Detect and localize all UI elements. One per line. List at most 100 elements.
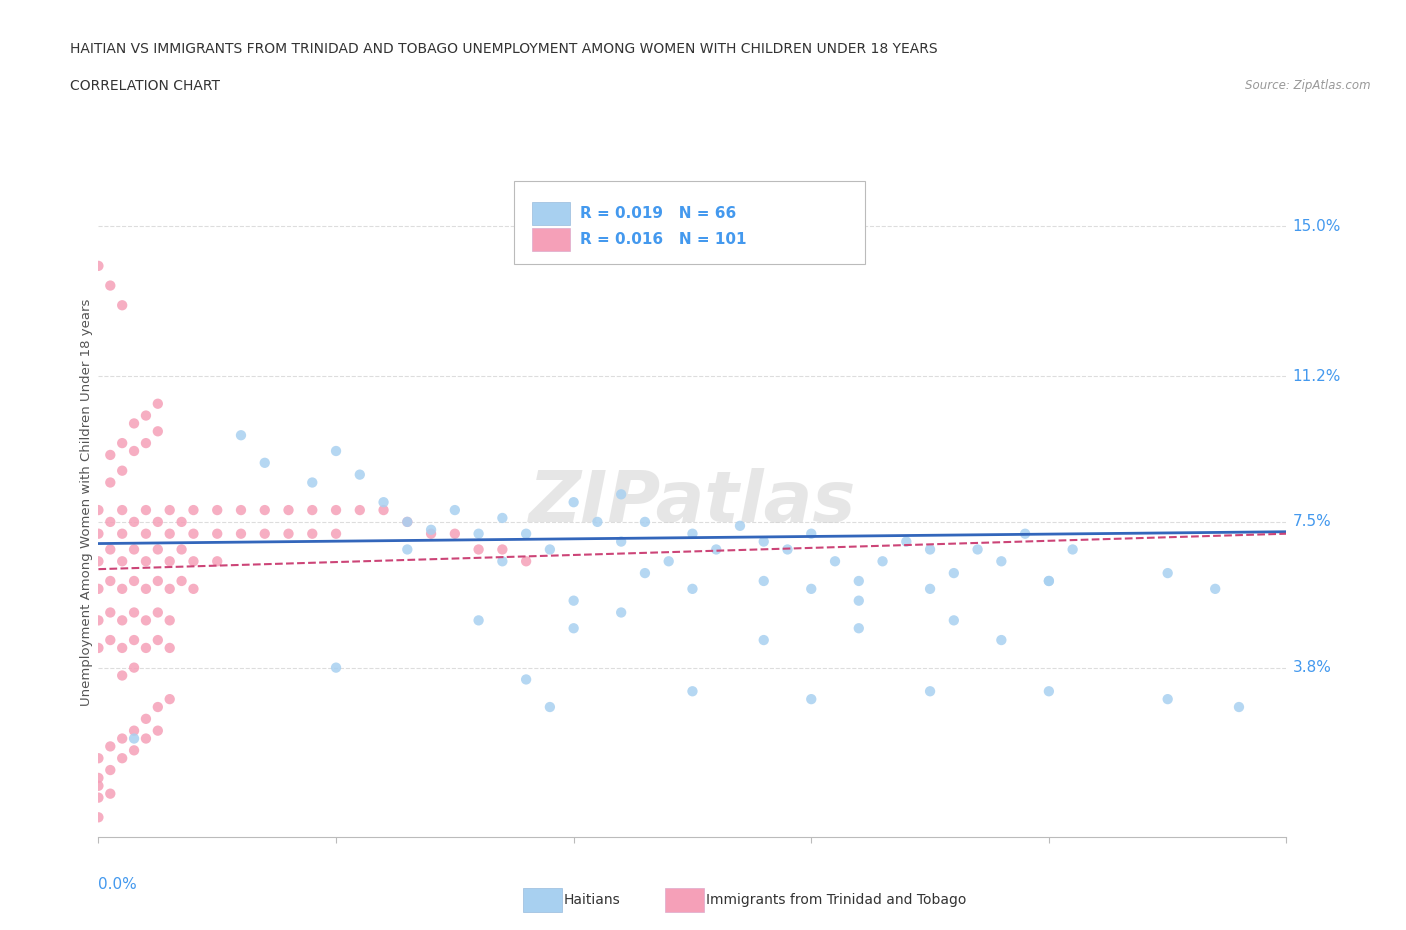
- Point: [681, 581, 703, 596]
- Point: [420, 526, 443, 541]
- Text: 7.5%: 7.5%: [1292, 514, 1331, 529]
- Point: [98, 475, 121, 490]
- Point: [122, 724, 145, 738]
- Point: [277, 526, 299, 541]
- Text: R = 0.019   N = 66: R = 0.019 N = 66: [579, 206, 735, 221]
- Point: [325, 502, 347, 517]
- Point: [111, 641, 134, 656]
- Text: Immigrants from Trinidad and Tobago: Immigrants from Trinidad and Tobago: [706, 893, 966, 908]
- Point: [135, 641, 157, 656]
- Text: 11.2%: 11.2%: [1292, 368, 1341, 384]
- Point: [111, 298, 134, 312]
- Point: [87, 790, 110, 805]
- Point: [98, 632, 121, 647]
- Point: [183, 581, 205, 596]
- Point: [87, 751, 110, 765]
- Point: [135, 502, 157, 517]
- Point: [872, 554, 894, 569]
- Point: [170, 542, 193, 557]
- Point: [990, 554, 1012, 569]
- Point: [491, 511, 513, 525]
- Text: R = 0.016   N = 101: R = 0.016 N = 101: [579, 232, 747, 247]
- Point: [87, 613, 110, 628]
- Point: [634, 565, 657, 580]
- Point: [824, 554, 846, 569]
- Text: CORRELATION CHART: CORRELATION CHART: [70, 79, 221, 93]
- Point: [325, 444, 347, 458]
- Point: [111, 731, 134, 746]
- Point: [848, 593, 870, 608]
- Point: [396, 514, 419, 529]
- Point: [98, 763, 121, 777]
- Point: [515, 554, 537, 569]
- Point: [146, 574, 169, 589]
- Point: [207, 526, 229, 541]
- Point: [122, 743, 145, 758]
- Text: 15.0%: 15.0%: [1292, 219, 1341, 234]
- Point: [491, 542, 513, 557]
- Point: [146, 724, 169, 738]
- Point: [681, 684, 703, 698]
- Point: [349, 502, 371, 517]
- Point: [159, 581, 181, 596]
- Point: [183, 554, 205, 569]
- Text: 3.8%: 3.8%: [1292, 660, 1331, 675]
- Point: [728, 518, 751, 533]
- Point: [122, 444, 145, 458]
- Point: [396, 514, 419, 529]
- Point: [301, 502, 323, 517]
- Point: [396, 542, 419, 557]
- Point: [111, 526, 134, 541]
- Point: [920, 581, 942, 596]
- Point: [681, 526, 703, 541]
- Point: [111, 435, 134, 450]
- Point: [87, 554, 110, 569]
- Point: [229, 502, 252, 517]
- Point: [800, 581, 823, 596]
- Point: [159, 526, 181, 541]
- Point: [253, 502, 276, 517]
- Point: [942, 613, 965, 628]
- Point: [98, 786, 121, 801]
- Point: [373, 502, 395, 517]
- Point: [159, 554, 181, 569]
- Point: [444, 502, 467, 517]
- Point: [98, 574, 121, 589]
- Point: [135, 613, 157, 628]
- Point: [87, 502, 110, 517]
- Point: [135, 526, 157, 541]
- Point: [752, 632, 775, 647]
- Point: [135, 581, 157, 596]
- Point: [848, 574, 870, 589]
- Point: [135, 408, 157, 423]
- FancyBboxPatch shape: [515, 180, 865, 264]
- Point: [1156, 565, 1178, 580]
- Point: [1156, 692, 1178, 707]
- Point: [1227, 699, 1250, 714]
- Point: [301, 526, 323, 541]
- Point: [444, 526, 467, 541]
- Text: HAITIAN VS IMMIGRANTS FROM TRINIDAD AND TOBAGO UNEMPLOYMENT AMONG WOMEN WITH CHI: HAITIAN VS IMMIGRANTS FROM TRINIDAD AND …: [70, 42, 938, 56]
- Point: [467, 613, 489, 628]
- Point: [98, 739, 121, 754]
- Point: [562, 621, 585, 636]
- Point: [183, 502, 205, 517]
- Point: [122, 514, 145, 529]
- Point: [122, 605, 145, 620]
- Point: [87, 770, 110, 785]
- Point: [183, 526, 205, 541]
- Point: [229, 428, 252, 443]
- Point: [98, 278, 121, 293]
- Point: [207, 502, 229, 517]
- Point: [207, 554, 229, 569]
- Point: [170, 574, 193, 589]
- Point: [990, 632, 1012, 647]
- Point: [146, 424, 169, 439]
- Point: [122, 542, 145, 557]
- Point: [122, 632, 145, 647]
- Point: [515, 526, 537, 541]
- Point: [146, 514, 169, 529]
- Point: [776, 542, 799, 557]
- Point: [610, 487, 633, 502]
- Point: [1014, 526, 1036, 541]
